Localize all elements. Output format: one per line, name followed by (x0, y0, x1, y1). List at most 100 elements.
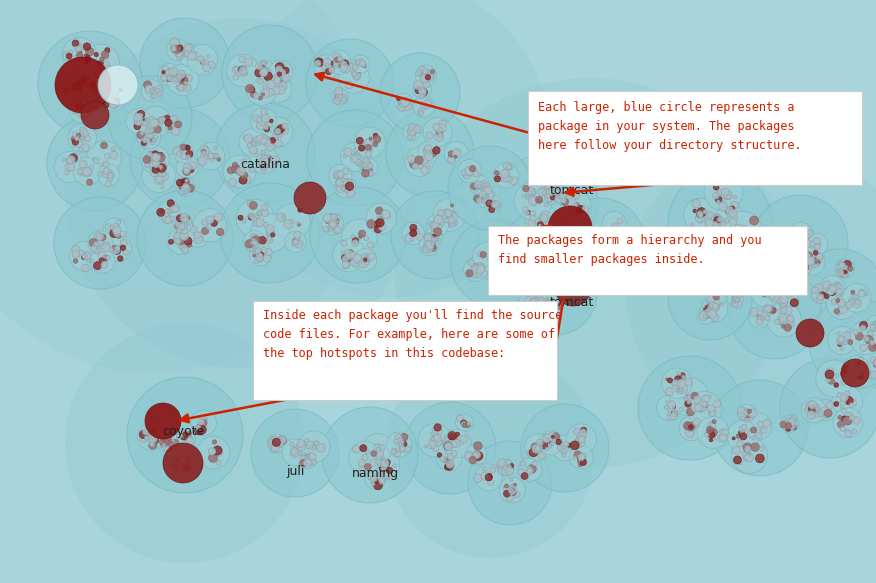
Circle shape (474, 452, 483, 461)
Circle shape (867, 331, 872, 336)
Circle shape (97, 234, 106, 243)
Circle shape (751, 308, 759, 317)
Circle shape (271, 233, 275, 237)
Circle shape (162, 65, 168, 72)
Circle shape (855, 371, 864, 380)
Circle shape (341, 142, 370, 171)
Circle shape (553, 184, 574, 205)
Circle shape (487, 476, 491, 480)
Circle shape (705, 287, 725, 307)
Circle shape (785, 423, 792, 429)
Circle shape (846, 368, 855, 377)
Circle shape (145, 128, 152, 134)
Circle shape (542, 280, 551, 289)
Circle shape (431, 243, 434, 245)
Circle shape (79, 147, 82, 152)
Circle shape (106, 255, 110, 260)
Circle shape (772, 257, 781, 266)
Circle shape (781, 249, 785, 252)
Circle shape (676, 389, 680, 392)
Circle shape (574, 451, 582, 459)
Circle shape (420, 74, 429, 83)
Circle shape (478, 264, 483, 268)
Circle shape (427, 150, 430, 154)
Circle shape (533, 461, 538, 466)
Circle shape (433, 445, 439, 452)
Circle shape (102, 243, 110, 251)
Circle shape (723, 211, 762, 250)
Circle shape (722, 246, 726, 251)
Circle shape (365, 469, 385, 489)
Circle shape (451, 451, 457, 456)
Circle shape (101, 142, 108, 149)
Circle shape (251, 236, 259, 244)
Circle shape (769, 307, 776, 314)
Circle shape (366, 258, 371, 263)
Circle shape (540, 293, 563, 317)
Circle shape (259, 75, 264, 80)
Circle shape (210, 216, 215, 220)
Circle shape (492, 202, 496, 205)
Circle shape (397, 98, 403, 104)
Circle shape (244, 241, 251, 248)
Circle shape (502, 253, 526, 278)
Circle shape (770, 294, 779, 302)
Circle shape (844, 341, 847, 345)
Circle shape (416, 233, 423, 240)
Circle shape (292, 241, 297, 247)
Circle shape (862, 363, 866, 366)
Circle shape (745, 419, 748, 422)
Circle shape (426, 247, 429, 250)
Circle shape (792, 426, 796, 430)
Circle shape (519, 268, 524, 272)
Circle shape (446, 212, 452, 218)
Circle shape (249, 86, 255, 93)
Circle shape (156, 121, 159, 124)
Circle shape (842, 266, 847, 272)
Circle shape (474, 452, 481, 458)
Circle shape (497, 459, 514, 476)
Circle shape (376, 453, 383, 460)
Circle shape (809, 258, 815, 265)
Circle shape (811, 292, 820, 300)
Circle shape (413, 81, 431, 99)
Circle shape (275, 63, 284, 71)
Circle shape (253, 93, 259, 99)
Circle shape (63, 83, 69, 89)
Circle shape (764, 291, 770, 297)
Circle shape (74, 138, 82, 145)
Circle shape (579, 455, 584, 460)
Circle shape (700, 407, 703, 411)
Circle shape (813, 412, 818, 417)
Circle shape (489, 268, 491, 271)
Circle shape (180, 184, 184, 187)
Circle shape (251, 234, 256, 238)
Circle shape (107, 96, 112, 100)
Circle shape (494, 272, 498, 277)
Circle shape (720, 251, 728, 259)
Circle shape (179, 224, 185, 230)
Circle shape (442, 211, 449, 219)
Circle shape (498, 275, 505, 282)
Circle shape (262, 68, 268, 74)
Circle shape (533, 310, 535, 312)
Circle shape (405, 446, 411, 452)
Circle shape (437, 453, 442, 457)
Circle shape (335, 57, 340, 62)
Circle shape (511, 488, 515, 492)
Circle shape (561, 175, 567, 182)
Circle shape (452, 152, 456, 156)
Circle shape (697, 208, 706, 216)
Circle shape (502, 170, 505, 173)
Circle shape (156, 90, 162, 96)
Circle shape (714, 238, 733, 257)
Circle shape (100, 57, 104, 61)
Circle shape (410, 224, 417, 231)
Circle shape (373, 133, 378, 138)
Circle shape (65, 171, 69, 175)
Circle shape (514, 491, 520, 498)
Circle shape (471, 457, 478, 463)
Circle shape (70, 101, 92, 123)
Circle shape (160, 75, 166, 81)
Circle shape (805, 240, 812, 247)
